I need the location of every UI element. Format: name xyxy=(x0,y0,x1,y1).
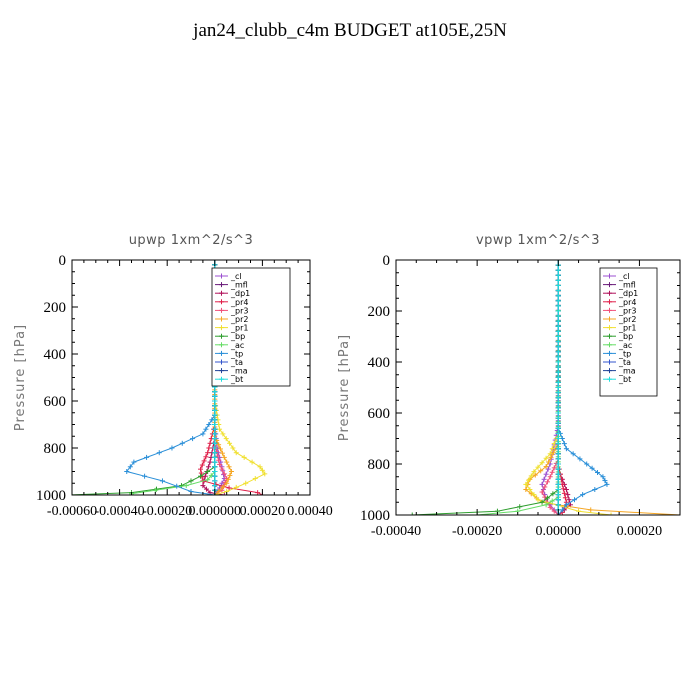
series-line-bp xyxy=(412,260,559,515)
legend-label: _ac xyxy=(230,341,244,350)
y-tick-label: 1000 xyxy=(36,488,66,504)
legend-label: _pr3 xyxy=(230,306,248,315)
x-tick-label: 0.000000 xyxy=(189,504,242,519)
legend-label: _ma xyxy=(230,367,248,376)
legend-label: _pr1 xyxy=(618,324,636,333)
legend-label: _tp xyxy=(230,349,243,358)
x-tick-label: 0.00000 xyxy=(536,524,582,539)
legend-label: _dp1 xyxy=(230,289,250,298)
y-tick-label: 0 xyxy=(59,253,67,269)
legend-label: _mfl xyxy=(618,281,636,290)
y-tick-label: 600 xyxy=(44,394,67,410)
y-tick-label: 0 xyxy=(383,253,391,269)
y-tick-label: 800 xyxy=(368,457,391,473)
series-group xyxy=(409,260,680,515)
legend-box xyxy=(211,267,291,387)
chart-title: upwp 1xm^2/s^3 xyxy=(129,233,254,248)
legend-label: _mfl xyxy=(230,281,248,290)
x-tick-label: -0.00040 xyxy=(95,504,145,519)
series-line-ac xyxy=(477,260,559,515)
legend-label: _pr4 xyxy=(618,298,636,307)
y-axis-label: Pressure [hPa] xyxy=(13,324,28,431)
x-tick-label: -0.00020 xyxy=(452,524,502,539)
legend-box xyxy=(599,267,658,397)
legend-label: _ac xyxy=(618,341,632,350)
x-tick-label: 0.00020 xyxy=(240,504,286,519)
legend-label: _bp xyxy=(618,332,633,341)
chart-panel-1: upwp 1xm^2/s^3 Pressure [hPa] 0 200 400 600 80… xyxy=(13,233,333,519)
legend-label: _pr2 xyxy=(618,315,636,324)
legend-label: _dp1 xyxy=(618,289,638,298)
legend-label: _pr1 xyxy=(230,324,248,333)
legend-label: _pr2 xyxy=(230,315,248,324)
y-axis-label: Pressure [hPa] xyxy=(337,334,352,441)
legend-label: _cl xyxy=(230,272,242,281)
legend-label: _bt xyxy=(230,375,243,384)
chart-panel-2: vpwp 1xm^2/s^3 Pressure [hPa] 0 200 400 600 80… xyxy=(337,233,681,539)
legend-label: _tp xyxy=(618,349,631,358)
x-tick-label: -0.00060 xyxy=(47,504,97,519)
y-tick-label: 200 xyxy=(368,304,391,320)
legend-label: _ta xyxy=(618,358,631,367)
x-tick-label: 0.00040 xyxy=(287,504,333,519)
legend-label: _pr4 xyxy=(230,298,248,307)
x-tick-label: -0.00040 xyxy=(371,524,421,539)
legend-label: _ma xyxy=(618,367,636,376)
y-tick-label: 400 xyxy=(44,347,67,363)
chart-title: vpwp 1xm^2/s^3 xyxy=(476,233,600,248)
series-line-tp xyxy=(125,260,216,495)
legend-label: _pr3 xyxy=(618,306,636,315)
y-tick-label: 400 xyxy=(368,355,391,371)
y-tick-label: 800 xyxy=(44,441,67,457)
figure-title: jan24_clubb_c4m BUDGET at105E,25N xyxy=(193,20,507,41)
y-tick-label: 600 xyxy=(368,406,391,422)
series-line-pr1 xyxy=(525,260,612,515)
legend-label: _bt xyxy=(618,375,631,384)
y-tick-label: 1000 xyxy=(360,508,390,524)
legend: _cl_mfl_dp1_pr4_pr3_pr2_pr1_bp_ac_tp_ta_… xyxy=(599,267,658,397)
legend-label: _bp xyxy=(230,332,245,341)
legend-label: _cl xyxy=(618,272,630,281)
x-tick-label: -0.00020 xyxy=(142,504,192,519)
x-tick-label: 0.00020 xyxy=(617,524,663,539)
y-tick-label: 200 xyxy=(44,300,67,316)
legend-label: _ta xyxy=(230,358,243,367)
legend: _cl_mfl_dp1_pr4_pr3_pr2_pr1_bp_ac_tp_ta_… xyxy=(211,267,291,387)
